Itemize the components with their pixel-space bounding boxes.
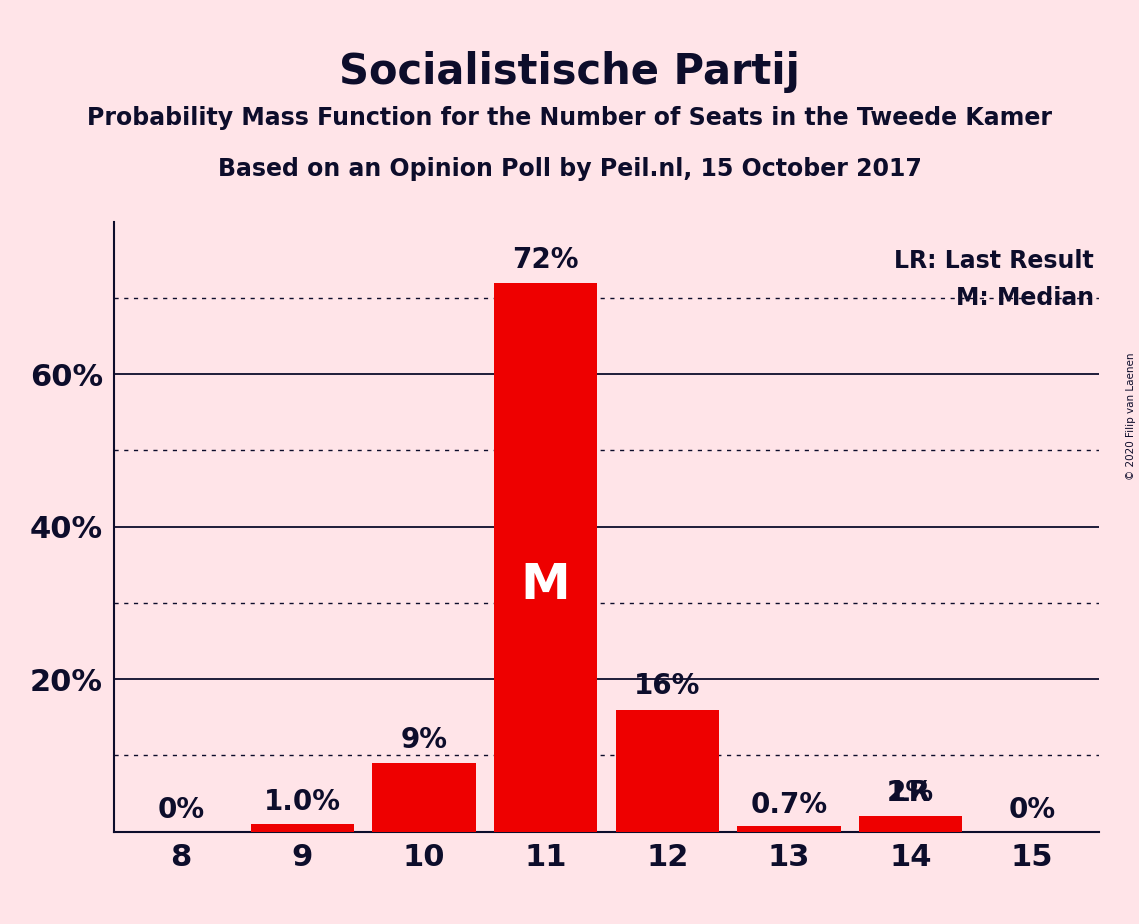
Text: LR: LR [891, 779, 931, 808]
Text: © 2020 Filip van Laenen: © 2020 Filip van Laenen [1126, 352, 1136, 480]
Text: 72%: 72% [513, 246, 579, 274]
Text: M: M [521, 561, 571, 609]
Text: Socialistische Partij: Socialistische Partij [339, 51, 800, 92]
Text: 0.7%: 0.7% [751, 791, 828, 819]
Text: LR: Last Result: LR: Last Result [894, 249, 1095, 274]
Text: M: Median: M: Median [956, 286, 1095, 310]
Text: 2%: 2% [887, 779, 934, 808]
Text: 9%: 9% [401, 726, 448, 754]
Text: Probability Mass Function for the Number of Seats in the Tweede Kamer: Probability Mass Function for the Number… [87, 106, 1052, 130]
Bar [494, 283, 597, 832]
Bar [737, 826, 841, 832]
Text: 1.0%: 1.0% [264, 788, 341, 817]
Bar [616, 710, 719, 832]
Bar [859, 817, 962, 832]
Text: 0%: 0% [157, 796, 204, 824]
Text: Based on an Opinion Poll by Peil.nl, 15 October 2017: Based on an Opinion Poll by Peil.nl, 15 … [218, 157, 921, 181]
Text: 16%: 16% [634, 673, 700, 700]
Bar [251, 824, 354, 832]
Text: 0%: 0% [1009, 796, 1056, 824]
Bar [372, 763, 476, 832]
